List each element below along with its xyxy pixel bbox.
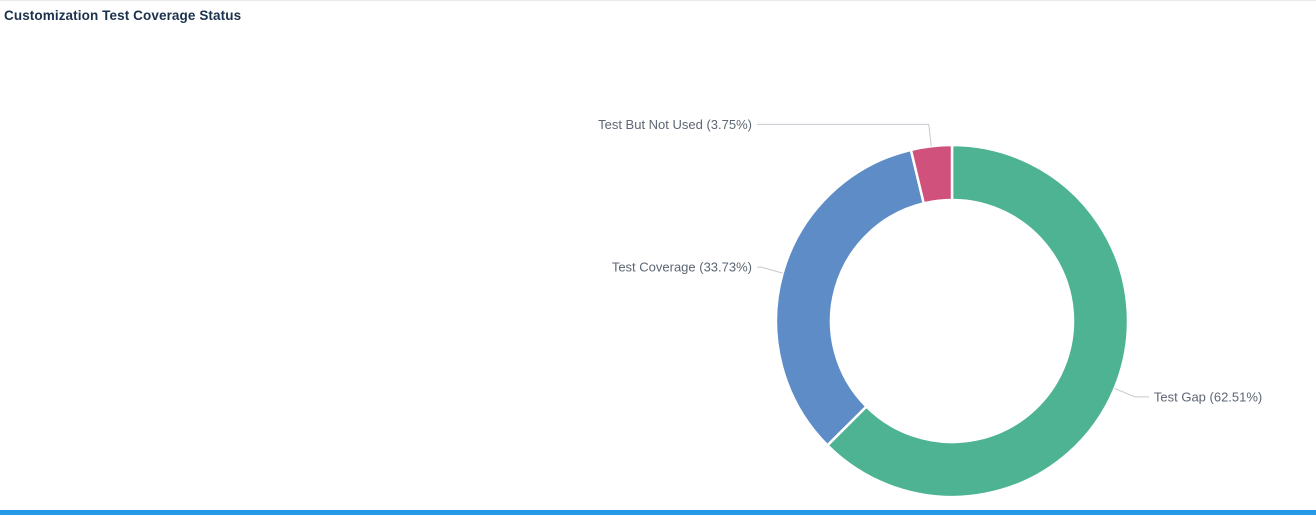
- label-line-test-coverage: [757, 266, 783, 274]
- chart-header: Customization Test Coverage Status: [4, 8, 241, 23]
- page-title: Customization Test Coverage Status: [4, 8, 242, 23]
- label-line-test-gap: [1114, 387, 1149, 398]
- bottom-accent-bar: [0, 510, 1316, 515]
- pie-label-test-coverage: Test Coverage (33.73%): [612, 260, 752, 275]
- pie-label-test-but-not-used: Test But Not Used (3.75%): [598, 117, 752, 132]
- pie-label-test-gap: Test Gap (62.51%): [1154, 389, 1262, 404]
- pie-slice-test-gap[interactable]: [826, 143, 1130, 499]
- pie-slice-test-but-not-used[interactable]: [909, 143, 954, 205]
- pie-slice-test-coverage[interactable]: [774, 148, 925, 447]
- label-line-test-but-not-used: [757, 123, 932, 147]
